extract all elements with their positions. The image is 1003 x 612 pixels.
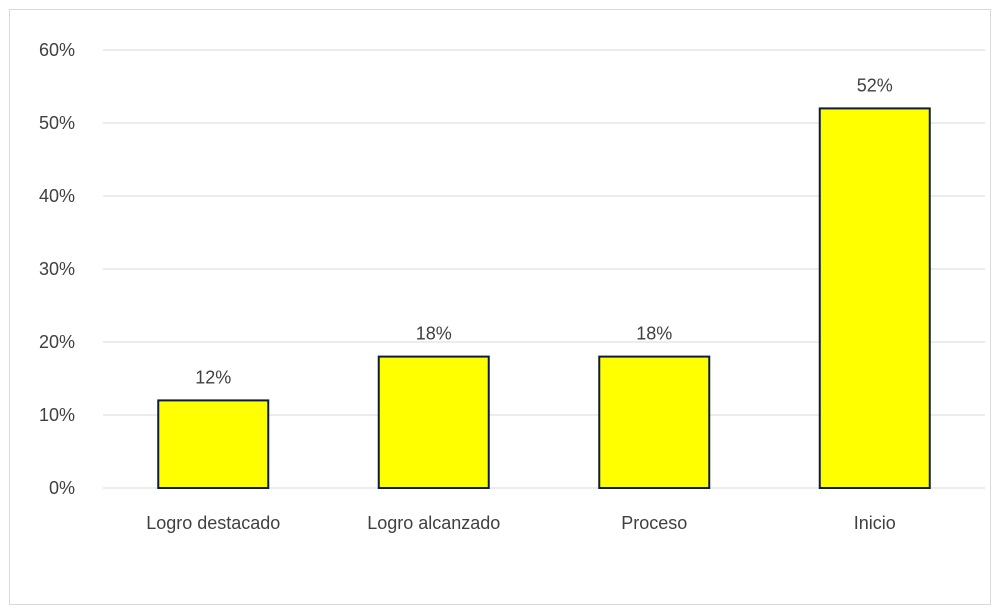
- y-tick-label: 20%: [39, 332, 75, 352]
- y-tick-label: 50%: [39, 113, 75, 133]
- data-label: 18%: [636, 324, 672, 344]
- category-label: Inicio: [854, 513, 896, 533]
- category-label: Proceso: [621, 513, 687, 533]
- y-tick-label: 40%: [39, 186, 75, 206]
- x-axis-categories: Logro destacado Logro alcanzado Proceso Ini…: [146, 513, 896, 533]
- bars: [157, 107, 931, 490]
- bar: [818, 107, 931, 490]
- data-label: 52%: [857, 75, 893, 95]
- category-label: Logro destacado: [146, 513, 280, 533]
- bar: [598, 355, 711, 489]
- y-tick-label: 60%: [39, 40, 75, 60]
- y-tick-label: 30%: [39, 259, 75, 279]
- y-axis-ticks: 0% 10% 20% 30% 40% 50% 60%: [39, 40, 75, 498]
- data-label: 18%: [416, 324, 452, 344]
- data-labels: 12% 18% 18% 52%: [195, 75, 893, 387]
- bar: [377, 355, 490, 489]
- y-tick-label: 0%: [49, 478, 75, 498]
- y-tick-label: 10%: [39, 405, 75, 425]
- category-label: Logro alcanzado: [367, 513, 500, 533]
- data-label: 12%: [195, 367, 231, 387]
- bar: [157, 399, 270, 489]
